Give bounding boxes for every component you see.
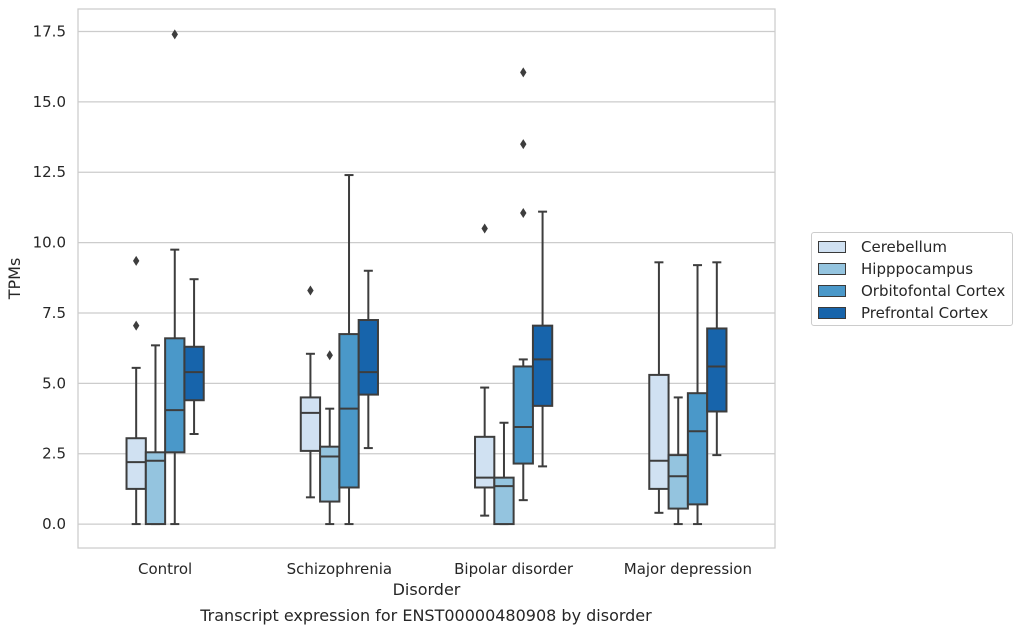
box-major-depression-prefrontal-cortex [706, 261, 728, 457]
plot-boxes [125, 29, 728, 526]
box-iqr [144, 451, 167, 526]
x-axis-label: Disorder [393, 580, 461, 599]
legend-item-cerebellum: Cerebellum [818, 237, 947, 257]
box-iqr [125, 437, 147, 490]
box-iqr [493, 476, 515, 526]
box-iqr [474, 435, 496, 489]
box-bipolar-disorder-cerebellum [474, 223, 496, 517]
legend-swatch-hippocampus [818, 263, 846, 275]
legend-label-cerebellum: Cerebellum [861, 238, 947, 256]
y-tick-label: 15.0 [33, 93, 66, 111]
box-control-prefrontal-cortex [183, 278, 205, 436]
legend-swatch-cerebellum [818, 241, 846, 253]
legend-item-prefrontal: Prefrontal Cortex [818, 303, 988, 323]
outlier-point [132, 255, 140, 266]
box-schizophrenia-prefrontal-cortex [357, 269, 379, 450]
y-axis-label: TPMs [5, 258, 24, 301]
legend-swatch-orbitofrontal [818, 285, 846, 297]
box-iqr [667, 454, 689, 510]
x-tick-label: Major depression [624, 560, 752, 578]
chart-caption: Transcript expression for ENST0000048090… [200, 606, 652, 625]
box-schizophrenia-orbitofontal-cortex [338, 174, 360, 526]
y-tick-label: 2.5 [42, 445, 66, 463]
plot-frame [77, 8, 776, 549]
outlier-point [481, 223, 488, 234]
box-schizophrenia-hipppocampus [319, 350, 341, 526]
box-iqr [338, 333, 360, 489]
x-tick-label: Control [138, 560, 192, 578]
box-bipolar-disorder-prefrontal-cortex [531, 210, 554, 468]
x-tick-labels: Control Schizophrenia Bipolar disorder Majo… [138, 560, 752, 578]
y-tick-labels: 0.0 2.5 5.0 7.5 10.0 12.5 15.0 17.5 [33, 23, 66, 534]
box-iqr [686, 392, 709, 506]
box-bipolar-disorder-orbitofontal-cortex [512, 67, 534, 502]
box-bipolar-disorder-hipppocampus [493, 421, 515, 526]
y-tick-label: 17.5 [33, 23, 66, 41]
box-iqr [319, 445, 341, 503]
box-iqr [164, 337, 186, 454]
box-iqr [648, 373, 670, 490]
box-iqr [299, 396, 322, 452]
y-tick-label: 0.0 [42, 515, 66, 533]
legend-item-hippocampus: Hipppocampus [818, 259, 973, 279]
legend-label-hippocampus: Hipppocampus [861, 260, 974, 278]
box-control-hipppocampus [144, 344, 167, 526]
outlier-point [520, 67, 527, 78]
box-iqr [183, 345, 205, 402]
legend-swatch-prefrontal [818, 307, 846, 319]
outlier-point [520, 139, 527, 150]
outlier-point [326, 350, 333, 361]
box-major-depression-orbitofontal-cortex [686, 264, 709, 526]
box-iqr [706, 327, 728, 413]
box-major-depression-hipppocampus [667, 396, 689, 526]
x-tick-label: Bipolar disorder [454, 560, 574, 578]
outlier-point [307, 285, 314, 296]
outlier-point [520, 208, 527, 219]
x-tick-label: Schizophrenia [287, 560, 392, 578]
box-iqr [512, 365, 534, 465]
legend-label-orbitofrontal: Orbitofontal Cortex [861, 282, 1006, 300]
outlier-point [171, 29, 178, 40]
box-major-depression-cerebellum [648, 261, 670, 514]
box-control-cerebellum [125, 255, 147, 526]
legend-item-orbitofrontal: Orbitofontal Cortex [818, 281, 1005, 301]
legend-label-prefrontal: Prefrontal Cortex [861, 304, 989, 322]
y-tick-label: 7.5 [42, 304, 66, 322]
y-tick-label: 5.0 [42, 374, 66, 392]
legend: Cerebellum Hipppocampus Orbitofontal Cor… [811, 232, 1013, 326]
box-control-orbitofontal-cortex [164, 29, 186, 526]
box-iqr [531, 324, 554, 407]
y-tick-label: 12.5 [33, 163, 66, 181]
box-iqr [357, 319, 379, 396]
outlier-point [132, 320, 140, 331]
y-tick-label: 10.0 [33, 234, 66, 252]
box-schizophrenia-cerebellum [299, 285, 322, 499]
